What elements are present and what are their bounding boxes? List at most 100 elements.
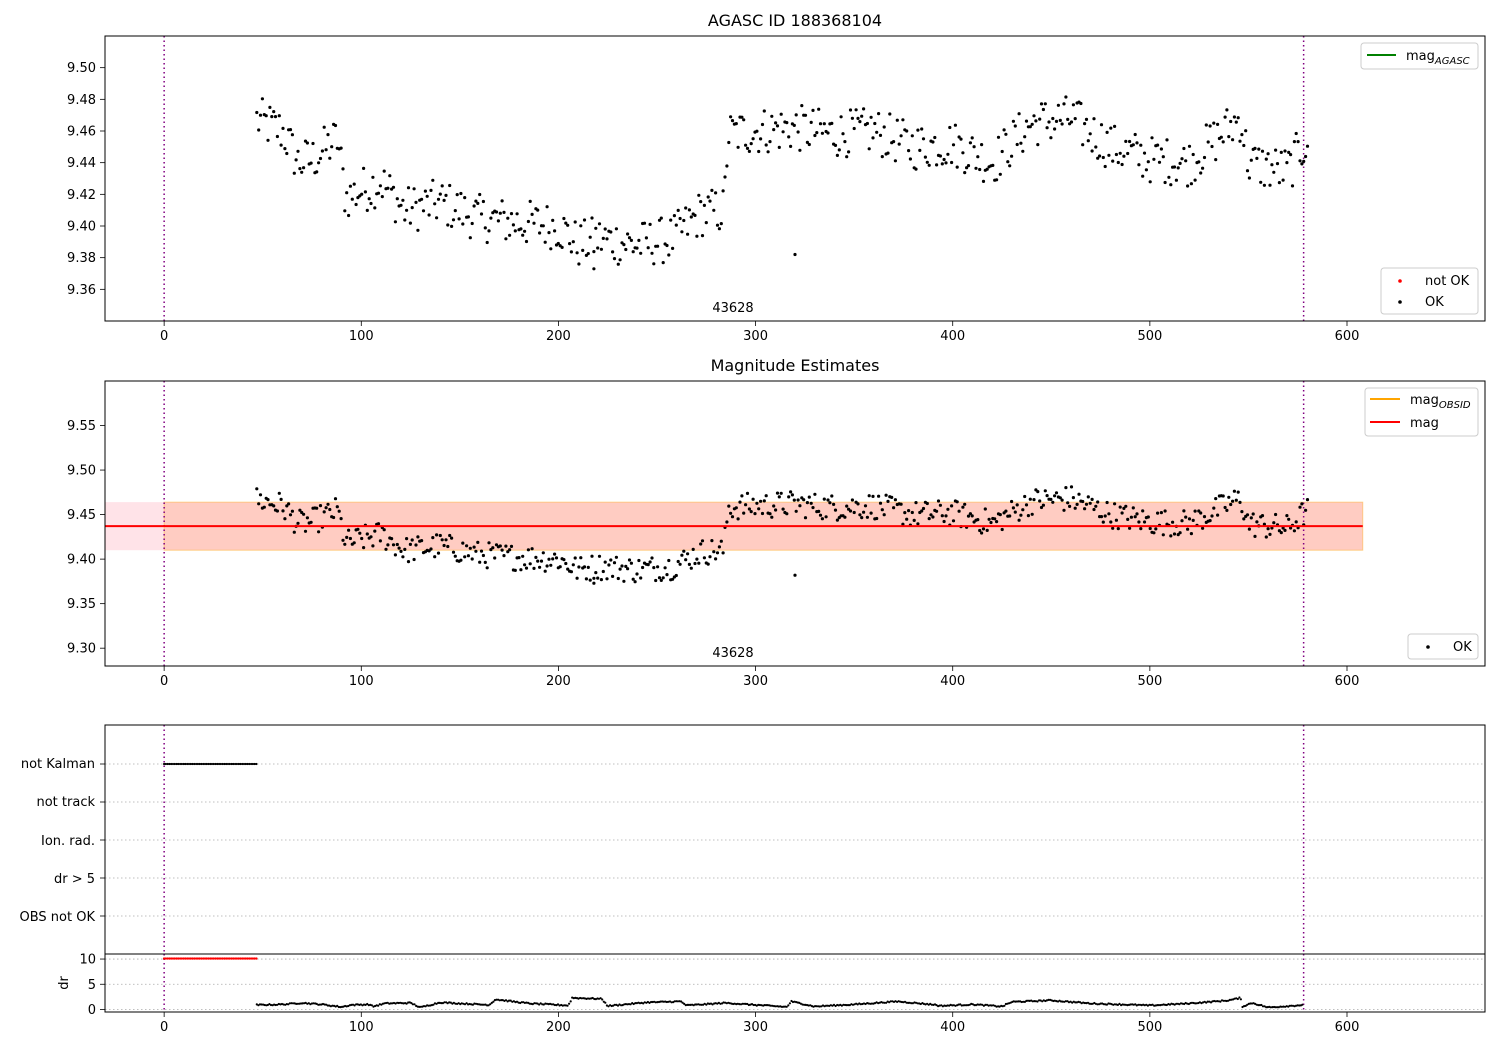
mid-ok-point-121	[481, 553, 485, 558]
top-ok-point-225	[676, 208, 680, 212]
dr-point-529	[1090, 1002, 1093, 1006]
mid-ok-point-517	[1223, 505, 1227, 510]
mid-ok-point-407	[1017, 518, 1021, 522]
dr-point-40	[318, 1003, 321, 1006]
dr-point-611	[1219, 1000, 1222, 1003]
top-ok-point-197	[624, 247, 628, 252]
top-ok-point-541	[1268, 183, 1272, 187]
mid-ok-point-402	[1008, 514, 1012, 518]
dr-point-431	[935, 1004, 938, 1007]
mid-ok-point-68	[382, 528, 386, 532]
top-ok-point-469	[1133, 132, 1137, 137]
top-ok-point-65	[376, 191, 381, 195]
top-ok-point-15	[283, 147, 287, 151]
top-ok-point-500	[1191, 152, 1195, 157]
dr-point-22	[290, 1002, 293, 1005]
mid-ok-point-243	[710, 539, 714, 543]
mid-ok-point-335	[882, 513, 886, 517]
dr-point-70	[366, 1002, 369, 1006]
dr-point-245	[642, 1002, 645, 1005]
dr-point-458	[978, 1003, 981, 1006]
top-ok-point-518	[1225, 108, 1229, 112]
top-ok-point-319	[852, 126, 856, 131]
mid-ok-point-175	[582, 565, 587, 569]
mid-ok-point-198	[626, 567, 630, 571]
dr-point-398	[883, 1001, 886, 1004]
mid-ok-point-128	[494, 543, 499, 547]
top-ok-point-245	[714, 191, 718, 195]
top-ok-point-167	[568, 242, 572, 246]
top-ok-point-448	[1094, 145, 1098, 149]
top-ok-point-409	[1021, 149, 1025, 153]
dr-point-402	[889, 1000, 892, 1003]
top-ok-point-243	[710, 188, 714, 192]
top-ok-point-142	[521, 233, 525, 237]
top-ok-point-14	[281, 126, 285, 130]
top-ok-point-419	[1039, 102, 1044, 106]
top-ok-point-215	[657, 218, 662, 222]
mid-ok-point-302	[820, 517, 825, 521]
top-ok-point-369	[946, 152, 950, 156]
mid-ok-point-239	[702, 556, 707, 560]
mid-ok-point-386	[978, 528, 982, 533]
top-ok-point-151	[538, 231, 542, 235]
top-ok-point-551	[1287, 150, 1291, 154]
top-ok-point-543	[1272, 170, 1276, 174]
mid-ok-point-1	[257, 502, 261, 506]
mid-ok-point-36	[322, 510, 326, 514]
top-ok-point-250	[723, 175, 727, 179]
dr-ytick-label-1: 5	[88, 978, 96, 993]
top-ok-point-445	[1088, 132, 1092, 136]
top-ok-point-477	[1148, 180, 1152, 184]
top-ok-point-23	[298, 167, 302, 171]
mid-ytick-label-5: 9.55	[67, 419, 96, 434]
flag-run-0-point-8	[177, 762, 180, 766]
top-ok-point-3	[260, 97, 264, 101]
mid-ok-point-124	[487, 541, 491, 545]
dr-clipped-point-21	[200, 957, 203, 960]
dr-point-256	[659, 1000, 662, 1003]
top-ok-point-424	[1049, 136, 1053, 140]
dr-point-117	[440, 1002, 443, 1005]
mid-ok-point-146	[528, 562, 532, 566]
mid-ok-point-529	[1245, 513, 1250, 517]
mid-ok-point-441	[1081, 499, 1085, 504]
mid-ytick-label-3: 9.45	[67, 508, 96, 523]
top-ok-point-273	[766, 150, 770, 154]
top-ok-point-205	[639, 251, 643, 255]
top-ok-point-410	[1023, 135, 1027, 139]
mid-ok-point-115	[470, 557, 474, 561]
flag-run-0-point-37	[228, 762, 231, 766]
mid-ok-point-122	[483, 560, 487, 565]
top-ok-point-378	[963, 171, 967, 175]
top-ok-point-519	[1227, 135, 1231, 139]
dr-point-638	[1261, 1005, 1265, 1008]
mid-ok-point-409	[1021, 508, 1025, 512]
top-ok-point-427	[1054, 119, 1059, 123]
mid-ok-point-63	[373, 529, 377, 533]
mid-ok-point-284	[787, 495, 791, 499]
top-ok-point-2	[258, 113, 263, 117]
mid-ok-point-464	[1124, 504, 1128, 508]
mid-ok-point-81	[406, 560, 411, 564]
mid-ok-point-427	[1054, 491, 1059, 495]
mid-ok-point-374	[955, 500, 959, 504]
top-ok-point-86	[416, 228, 420, 232]
mid-ok-point-506	[1202, 515, 1207, 519]
top-ok-point-138	[513, 229, 517, 233]
top-ok-point-68	[382, 169, 386, 173]
mid-ok-point-78	[401, 555, 405, 559]
mid-ok-point-309	[833, 508, 838, 512]
dr-point-322	[763, 1004, 766, 1007]
top-ok-point-45	[339, 146, 343, 150]
top-ok-point-70	[386, 186, 390, 190]
top-ok-point-397	[998, 172, 1002, 176]
top-ok-point-114	[468, 236, 472, 240]
dr-point-628	[1246, 1003, 1249, 1006]
top-ok-point-46	[341, 167, 345, 171]
flags-plot-area	[100, 724, 1486, 955]
top-ok-point-226	[678, 216, 682, 221]
mid-ok-point-61	[369, 535, 373, 539]
mid-ok-point-48	[345, 535, 349, 540]
dr-point-397	[881, 1001, 885, 1004]
